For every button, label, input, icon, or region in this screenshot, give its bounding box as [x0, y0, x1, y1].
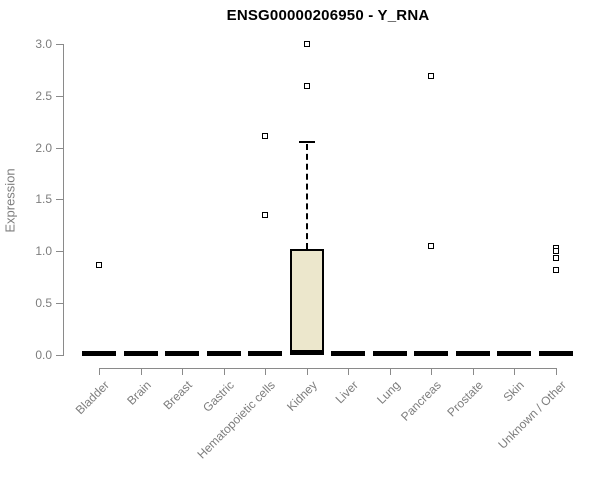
- y-tick: [56, 147, 63, 149]
- median-line: [331, 351, 366, 357]
- y-tick-label: 0.0: [35, 348, 52, 362]
- outlier-point: [96, 261, 102, 268]
- x-tick: [223, 368, 225, 375]
- y-axis-label: Expression: [2, 168, 18, 233]
- median-line: [165, 351, 200, 357]
- outlier-point: [428, 243, 435, 250]
- median-line: [497, 351, 532, 357]
- x-tick: [555, 368, 557, 375]
- outlier-point: [262, 133, 269, 140]
- y-tick: [56, 95, 63, 97]
- outlier-point: [303, 40, 310, 47]
- outlier-point: [262, 212, 269, 219]
- outlier-point: [552, 266, 559, 273]
- median-line: [206, 351, 241, 357]
- y-tick-label: 3.0: [35, 36, 52, 51]
- y-tick: [56, 303, 63, 305]
- median-line: [82, 351, 116, 357]
- outlier-point: [552, 254, 559, 261]
- x-axis-line: [99, 368, 557, 369]
- y-tick-label: 1.0: [35, 244, 52, 259]
- y-tick: [56, 199, 63, 201]
- x-tick: [514, 368, 516, 375]
- outlier-point: [303, 83, 310, 90]
- y-tick: [56, 43, 63, 45]
- median-line: [123, 351, 158, 357]
- x-tick: [472, 368, 474, 375]
- x-tick: [99, 368, 100, 375]
- x-tick: [182, 368, 184, 375]
- y-tick-label: 0.5: [35, 296, 52, 311]
- median-line: [538, 351, 573, 357]
- y-tick: [56, 251, 63, 253]
- median-line: [455, 351, 490, 357]
- whisker-line: [305, 144, 308, 250]
- x-tick: [389, 368, 391, 375]
- y-tick: [56, 355, 63, 356]
- x-tick: [306, 368, 308, 375]
- y-tick-label: 2.5: [35, 88, 52, 103]
- median-line: [289, 350, 324, 356]
- x-tick: [431, 368, 433, 375]
- y-axis-line: [63, 44, 64, 356]
- outlier-point: [552, 248, 559, 255]
- median-line: [248, 351, 283, 357]
- y-tick-label: 2.0: [35, 140, 52, 155]
- box: [289, 249, 324, 353]
- x-tick: [140, 368, 142, 375]
- median-line: [372, 351, 407, 357]
- x-tick: [348, 368, 350, 375]
- chart-title: ENSG00000206950 - Y_RNA: [226, 7, 430, 24]
- outlier-point: [428, 73, 435, 80]
- y-tick-label: 1.5: [35, 192, 52, 207]
- whisker-cap: [298, 141, 315, 144]
- median-line: [414, 351, 449, 357]
- x-tick: [265, 368, 267, 375]
